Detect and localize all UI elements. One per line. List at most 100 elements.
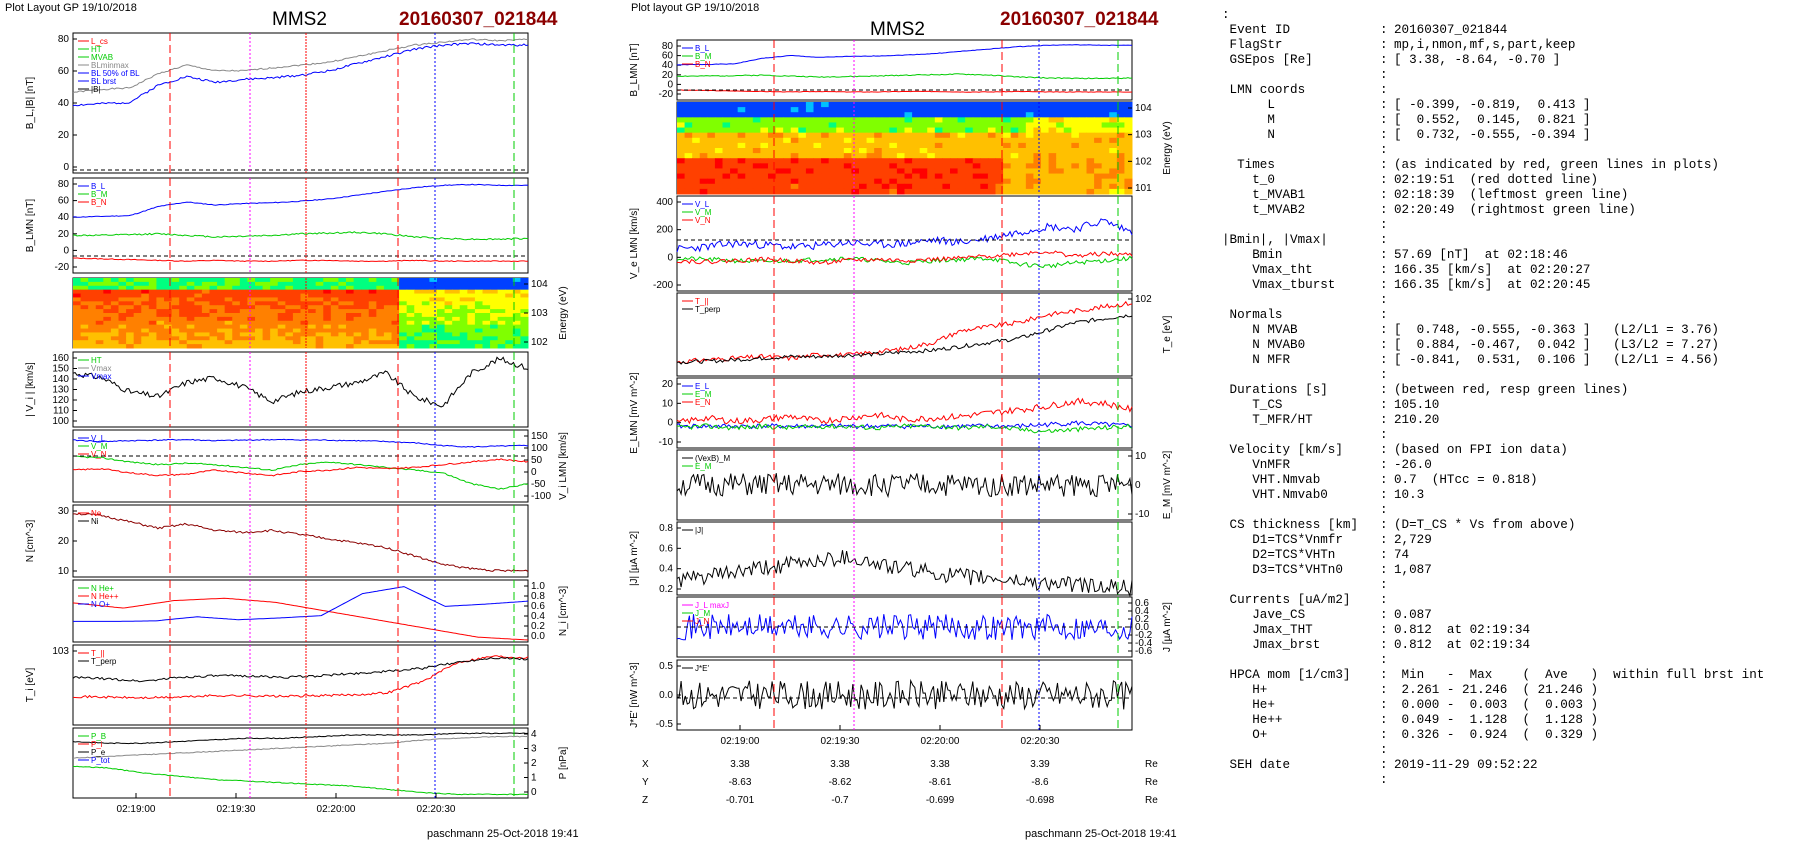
spectrogram-cell — [330, 313, 339, 318]
spectrogram-cell — [722, 102, 731, 108]
summary-colon: : — [1380, 248, 1388, 262]
summary-value: 20160307_021844 — [1394, 23, 1508, 37]
spectrogram-cell — [383, 289, 392, 295]
spectrogram-cell — [330, 328, 339, 333]
spectrogram-cell — [752, 117, 761, 123]
spectrogram-cell — [164, 281, 173, 287]
summary-key: L — [1222, 98, 1275, 112]
spectrogram-cell — [209, 324, 218, 330]
spectrogram-cell — [209, 313, 218, 318]
spectrogram-cell — [103, 328, 112, 333]
spectrogram-cell — [330, 340, 339, 345]
y-tick-label: 200 — [656, 225, 673, 236]
spectrogram-cell — [300, 316, 309, 322]
spectrogram-cell — [353, 293, 362, 298]
summary-line: Vmax_tht:166.35 [km/s] at 02:20:27 — [1222, 263, 1804, 278]
spectrogram-cell — [745, 178, 754, 185]
spectrogram-cell — [171, 324, 180, 330]
spectrogram-cell — [1116, 178, 1125, 185]
spectrogram-cell — [201, 313, 210, 318]
spectrogram-cell — [730, 148, 739, 154]
y-axis-label: Energy (eV) — [1162, 121, 1173, 174]
spectrogram-cell — [851, 148, 860, 154]
orbit-value: -8.63 — [729, 777, 752, 788]
spectrogram-cell — [308, 320, 317, 326]
spectrogram-cell — [881, 153, 890, 159]
y-axis-label: B_L,|B| [nT] — [25, 77, 36, 130]
summary-line: Bmin:57.69 [nT] at 02:18:46 — [1222, 248, 1804, 263]
spectrogram-cell — [866, 158, 875, 164]
summary-colon: : — [1380, 458, 1388, 472]
spectrogram-cell — [474, 305, 483, 310]
spectrogram-cell — [285, 281, 294, 287]
spectrogram-cell — [760, 183, 769, 190]
spectrogram-cell — [1086, 173, 1095, 180]
spectrogram-cell — [194, 340, 203, 345]
summary-line: SEH date:2019-11-29 09:52:22 — [1222, 758, 1804, 773]
summary-key: N MFR — [1222, 353, 1291, 367]
series-line-pb — [72, 735, 529, 759]
spectrogram-cell — [874, 112, 883, 118]
spectrogram-cell — [927, 137, 936, 144]
spectrogram-cell — [95, 297, 104, 302]
spectrogram-cell — [1063, 178, 1072, 185]
spectrogram-cell — [904, 178, 913, 185]
spectrogram-cell — [201, 289, 210, 295]
spectrogram-cell — [346, 301, 355, 306]
panel-frame — [676, 449, 1133, 521]
spectrogram-cell — [421, 340, 430, 345]
spectrogram-cell — [889, 173, 898, 180]
summary-key: VHT.Nmvab — [1222, 473, 1321, 487]
spectrogram-cell — [1041, 173, 1050, 180]
spectrogram-cell — [752, 107, 761, 113]
spectrogram-cell — [201, 305, 210, 310]
spectrogram-cell — [1056, 127, 1065, 134]
spectrogram-cell — [790, 188, 799, 195]
spectrogram-cell — [859, 132, 868, 139]
spectrogram-cell — [368, 289, 377, 295]
spectrogram-cell — [520, 316, 529, 322]
spectrogram-cell — [1033, 173, 1042, 180]
spectrogram-cell — [950, 178, 959, 185]
spectrogram-cell — [1041, 183, 1050, 190]
spectrogram-cell — [821, 132, 830, 139]
legend-entry: N He+ — [91, 584, 114, 593]
spectrogram-cell — [737, 188, 746, 195]
spectrogram-cell — [904, 102, 913, 108]
spectrogram-cell — [1078, 107, 1087, 113]
summary-line: : — [1222, 218, 1804, 233]
spectrogram-cell — [1094, 117, 1103, 123]
y-axis-label: E_M [mV m^-2] — [1162, 450, 1173, 519]
spectrogram-cell — [95, 285, 104, 291]
spectrogram-cell — [737, 107, 746, 113]
spectrogram-cell — [103, 320, 112, 326]
spectrogram-cell — [783, 142, 792, 149]
spectrogram-cell — [828, 188, 837, 195]
spectrogram-cell — [497, 289, 506, 295]
spectrogram-cell — [292, 278, 301, 283]
spectrogram-cell — [383, 301, 392, 306]
spectrogram-cell — [368, 340, 377, 345]
spectrogram-cell — [300, 340, 309, 345]
summary-key — [1222, 428, 1380, 443]
spectrogram-cell — [1101, 178, 1110, 185]
spectrogram-cell — [889, 137, 898, 144]
panel-frame — [72, 504, 529, 578]
spectrogram-cell — [1109, 168, 1118, 175]
spectrogram-cell — [775, 188, 784, 195]
spectrogram-cell — [277, 305, 286, 310]
spectrogram-cell — [459, 297, 468, 302]
summary-line: H+: 2.261 - 21.246 ( 21.246 ) — [1222, 683, 1804, 698]
spectrogram-cell — [1109, 102, 1118, 108]
spectrogram-cell — [80, 289, 89, 295]
spectrogram-cell — [836, 168, 845, 175]
spectrogram-cell — [346, 344, 355, 349]
spectrogram-cell — [957, 178, 966, 185]
summary-value: 57.69 [nT] at 02:18:46 — [1394, 248, 1568, 262]
summary-colon: : — [1380, 113, 1388, 127]
spectrogram-cell — [934, 183, 943, 190]
spectrogram-cell — [467, 313, 476, 318]
spectrogram-cell — [73, 336, 82, 341]
spectrogram-cell — [315, 328, 324, 333]
spectrogram-cell — [987, 178, 996, 185]
